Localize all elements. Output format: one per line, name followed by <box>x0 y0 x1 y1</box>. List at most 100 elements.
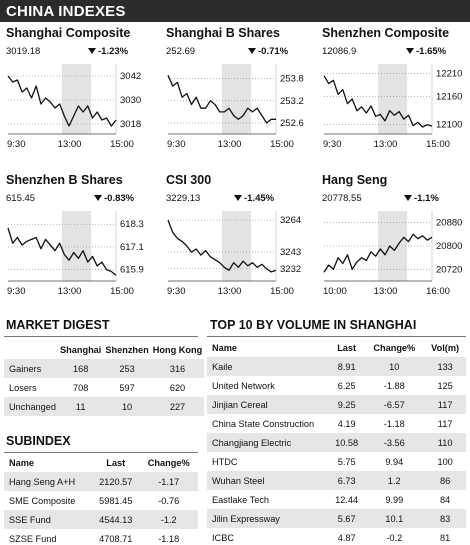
table-row: Losers 708 597 620 <box>4 378 205 397</box>
row-label: SSE Fund <box>4 510 92 529</box>
chart-title: Shanghai Composite <box>6 26 131 40</box>
row-label: Gainers <box>4 359 58 378</box>
series-line <box>323 233 433 273</box>
y-tick-label: 3018 <box>120 119 141 130</box>
y-tick-label: 20800 <box>436 241 462 252</box>
chart-svg: 12210 12160 12100 9:30 13:00 15:00 <box>323 64 462 150</box>
cell-value: 117 <box>424 414 466 433</box>
y-tick-label: 253.8 <box>280 74 304 85</box>
cell-value: 4544.13 <box>92 510 140 529</box>
table-row: SSE Fund 4544.13 -1.2 <box>4 510 198 529</box>
x-tick-label: 13:00 <box>218 139 242 150</box>
y-tick-label: 12160 <box>436 92 462 103</box>
table-row: SZSE Fund 4708.71 -1.18 <box>4 529 198 545</box>
row-label: United Network <box>207 376 329 395</box>
shaded-band <box>378 64 408 134</box>
column-header: Change% <box>364 338 425 357</box>
cell-value: 12.44 <box>329 490 365 509</box>
y-tick-label: 12100 <box>436 120 462 131</box>
y-tick-label: 20880 <box>436 218 462 229</box>
cell-value: 10 <box>364 357 425 376</box>
x-tick-label: 16:00 <box>426 286 450 297</box>
cell-value: 4.19 <box>329 414 365 433</box>
x-tick-label: 9:30 <box>167 286 186 297</box>
series-line <box>7 75 117 127</box>
cell-value: 2120.57 <box>92 472 140 491</box>
row-label: HTDC <box>207 452 329 471</box>
chart-panel-shanghai-composite: Shanghai Composite 3019.18 -1.23% 3042 30… <box>6 26 156 158</box>
chart-last-value: 3019.18 <box>6 46 41 57</box>
chart-title: Shenzhen Composite <box>322 26 450 40</box>
row-label: Changjiang Electric <box>207 433 329 452</box>
chart-title: Hang Seng <box>322 173 388 187</box>
row-label: Wuhan Steel <box>207 471 329 490</box>
x-tick-label: 9:30 <box>323 139 342 150</box>
cell-value: 11 <box>58 397 104 416</box>
y-tick-label: 252.6 <box>280 118 304 129</box>
cell-value: 8.91 <box>329 357 365 376</box>
row-label: China State Construction <box>207 414 329 433</box>
chart-change: -1.45% <box>234 193 274 204</box>
chart-change: -1.23% <box>88 46 128 57</box>
shaded-band <box>62 64 92 134</box>
x-tick-label: 15:00 <box>426 139 450 150</box>
chart-change: -0.83% <box>94 193 134 204</box>
cell-value: 9.99 <box>364 490 425 509</box>
chart-title: CSI 300 <box>166 173 212 187</box>
shaded-band <box>222 64 252 134</box>
chart-svg: 253.8 253.2 252.6 9:30 13:00 15:00 <box>167 64 304 150</box>
header-bar: CHINA INDEXES <box>0 0 470 22</box>
x-tick-label: 9:30 <box>7 139 26 150</box>
cell-value: 100 <box>424 452 466 471</box>
table-row: Hang Seng A+H 2120.57 -1.17 <box>4 472 198 491</box>
series-line <box>323 75 433 128</box>
x-tick-label: 13:00 <box>374 286 398 297</box>
top10-table: Name Last Change% Vol(m) Kaile 8.91 10 133 U… <box>207 338 466 545</box>
x-tick-label: 15:00 <box>110 139 134 150</box>
cell-value: 4.87 <box>329 528 365 545</box>
cell-value: -1.18 <box>364 414 425 433</box>
table-row: United Network 6.25 -1.88 125 <box>207 376 466 395</box>
chart-title: Shenzhen B Shares <box>6 173 123 187</box>
chart-panel-shenzhen-b-shares: Shenzhen B Shares 615.45 -0.83% 618.3 617… <box>6 173 156 305</box>
row-label: Jinjian Cereal <box>207 395 329 414</box>
chart-svg: 3264 3243 3232 9:30 13:00 15:00 <box>167 211 301 297</box>
chart-last-value: 12086.9 <box>322 46 357 57</box>
y-tick-label: 3042 <box>120 71 141 82</box>
market-digest-table: Shanghai Shenzhen Hong Kong Gainers 168 25… <box>4 340 205 416</box>
row-label: Jilin Expressway <box>207 509 329 528</box>
cell-value: 5981.45 <box>92 491 140 510</box>
divider <box>4 336 198 337</box>
y-tick-label: 3030 <box>120 95 141 106</box>
cell-value: 86 <box>424 471 466 490</box>
column-header: Last <box>329 338 365 357</box>
x-tick-label: 15:00 <box>270 139 294 150</box>
table-row: Eastlake Tech 12.44 9.99 84 <box>207 490 466 509</box>
cell-value: -3.56 <box>364 433 425 452</box>
cell-value: 10.1 <box>364 509 425 528</box>
chart-panel-csi-300: CSI 300 3229.13 -1.45% 3264 3243 3232 9:30 1… <box>166 173 316 305</box>
page-title: CHINA INDEXES <box>6 3 126 20</box>
chart-last-value: 252.69 <box>166 46 196 57</box>
y-tick-label: 12210 <box>436 68 462 79</box>
cell-value: -0.76 <box>139 491 198 510</box>
cell-value: 5.75 <box>329 452 365 471</box>
shaded-band <box>62 211 92 281</box>
cell-value: -1.18 <box>139 529 198 545</box>
chart-panel-shanghai-b-shares: Shanghai B Shares 252.69 -0.71% 253.8 253… <box>166 26 316 158</box>
table-row: Kaile 8.91 10 133 <box>207 357 466 376</box>
cell-value: 597 <box>103 378 151 397</box>
chart-panel-hang-seng: Hang Seng 20778.55 -1.1% 20880 20800 20720… <box>322 173 470 305</box>
x-tick-label: 13:00 <box>218 286 242 297</box>
top10-title: TOP 10 BY VOLUME IN SHANGHAI <box>210 318 417 332</box>
cell-value: 708 <box>58 378 104 397</box>
cell-value: 1.2 <box>364 471 425 490</box>
y-tick-label: 615.9 <box>120 265 144 276</box>
row-label: Kaile <box>207 357 329 376</box>
cell-value: 227 <box>150 397 205 416</box>
x-tick-label: 13:00 <box>58 139 82 150</box>
chart-change: -1.65% <box>406 46 446 57</box>
cell-value: 81 <box>424 528 466 545</box>
column-header: Name <box>4 453 92 472</box>
table-row: Gainers 168 253 316 <box>4 359 205 378</box>
